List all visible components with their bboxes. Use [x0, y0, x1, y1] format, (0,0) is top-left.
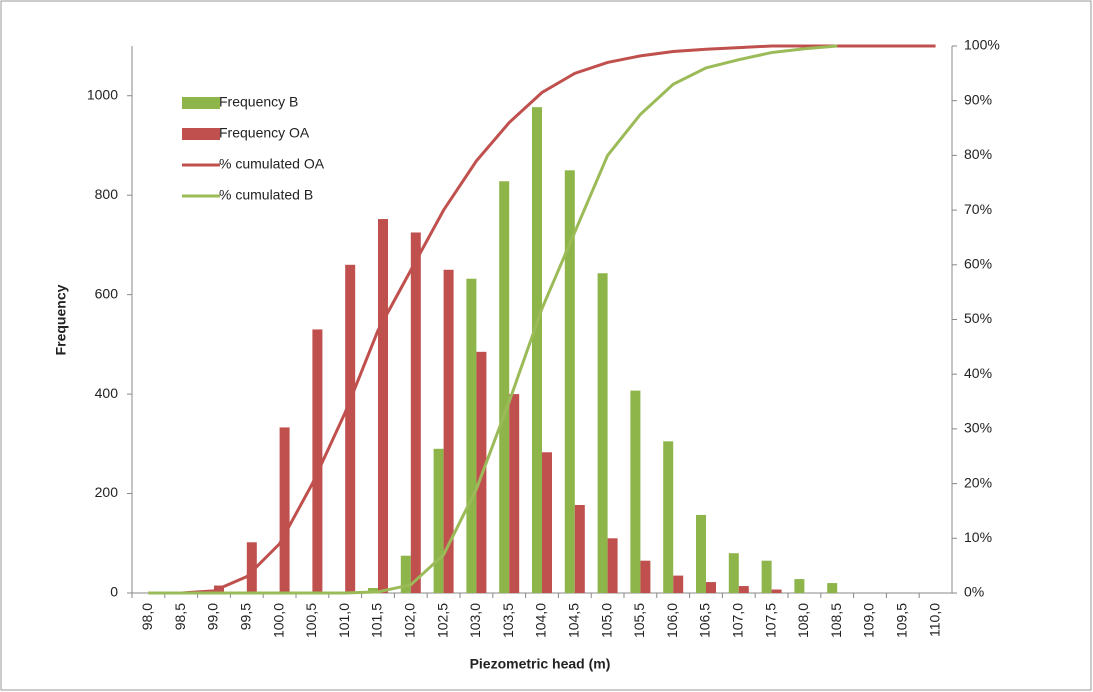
- y-tick-label: 800: [95, 186, 119, 202]
- bar: [696, 514, 706, 593]
- bar: [630, 390, 641, 593]
- bar: [345, 264, 356, 593]
- x-tick-label: 101,0: [336, 603, 352, 638]
- x-tick-label: 104,5: [566, 603, 582, 638]
- y2-tick-label: 100%: [964, 37, 1000, 53]
- x-tick-label: 102,0: [402, 603, 418, 638]
- y-tick-label: 0: [110, 584, 118, 600]
- bar: [368, 588, 378, 593]
- legend-swatch: [182, 128, 220, 140]
- bar: [597, 273, 608, 593]
- bar: [400, 555, 411, 593]
- x-tick-label: 109,5: [894, 603, 910, 638]
- legend-label: % cumulated B: [219, 187, 313, 203]
- bar: [738, 586, 749, 593]
- bar: [706, 582, 716, 593]
- bar: [410, 232, 421, 593]
- y2-tick-label: 10%: [964, 529, 992, 545]
- bar: [663, 441, 674, 593]
- y2-tick-label: 30%: [964, 420, 992, 436]
- bar: [640, 560, 651, 593]
- x-tick-label: 107,0: [730, 603, 746, 638]
- x-tick-label: 98,0: [139, 603, 155, 630]
- y-tick-label: 400: [95, 385, 119, 401]
- y-axis-title: Frequency: [53, 284, 69, 355]
- bar: [279, 427, 290, 593]
- bar: [499, 181, 510, 593]
- bar: [761, 560, 772, 593]
- y-tick-label: 1000: [87, 86, 118, 102]
- x-tick-label: 105,5: [631, 603, 647, 638]
- x-tick-label: 98,5: [172, 603, 188, 630]
- bar: [509, 394, 520, 593]
- y-tick-label: 600: [95, 285, 119, 301]
- x-tick-label: 99,5: [238, 603, 254, 630]
- x-tick-label: 108,5: [828, 603, 844, 638]
- x-tick-label: 106,0: [664, 603, 680, 638]
- x-tick-label: 105,0: [598, 603, 614, 638]
- bar: [574, 504, 585, 593]
- bar: [542, 452, 552, 593]
- x-tick-label: 100,5: [303, 603, 319, 638]
- bar: [466, 278, 477, 593]
- x-tick-label: 108,0: [795, 603, 811, 638]
- bar: [564, 170, 575, 593]
- bar: [827, 583, 838, 593]
- bar: [794, 579, 805, 593]
- y2-tick-label: 60%: [964, 256, 992, 272]
- legend-label: Frequency B: [219, 94, 298, 110]
- x-tick-label: 100,0: [270, 603, 286, 638]
- line: [148, 44, 838, 595]
- bar: [673, 575, 684, 593]
- y2-tick-label: 40%: [964, 365, 992, 381]
- y2-tick-label: 70%: [964, 201, 992, 217]
- legend-swatch: [182, 97, 220, 109]
- bar: [246, 542, 257, 593]
- x-tick-label: 102,5: [434, 603, 450, 638]
- x-axis-title: Piezometric head (m): [470, 656, 611, 672]
- y2-tick-label: 90%: [964, 91, 992, 107]
- y2-tick-label: 0%: [964, 584, 984, 600]
- x-tick-label: 101,5: [369, 603, 385, 638]
- legend-label: Frequency OA: [219, 125, 310, 141]
- bar: [378, 219, 388, 593]
- bar: [433, 448, 444, 593]
- x-tick-label: 107,5: [762, 603, 778, 638]
- bar: [312, 329, 323, 593]
- bar: [771, 589, 782, 593]
- x-tick-label: 110,0: [926, 603, 942, 637]
- bar: [532, 107, 542, 593]
- y2-tick-label: 80%: [964, 146, 992, 162]
- y2-tick-label: 50%: [964, 310, 992, 326]
- x-tick-label: 106,5: [697, 603, 713, 638]
- legend-label: % cumulated OA: [219, 156, 325, 172]
- line: [148, 44, 936, 595]
- x-tick-label: 109,0: [861, 603, 877, 638]
- bar: [728, 553, 739, 593]
- y2-tick-label: 20%: [964, 474, 992, 490]
- x-tick-label: 103,0: [467, 603, 483, 638]
- x-tick-label: 99,0: [205, 603, 221, 630]
- bar: [607, 538, 618, 593]
- y-tick-label: 200: [95, 484, 119, 500]
- bar: [443, 269, 454, 593]
- x-tick-label: 104,0: [533, 603, 549, 638]
- x-tick-label: 103,5: [500, 603, 516, 638]
